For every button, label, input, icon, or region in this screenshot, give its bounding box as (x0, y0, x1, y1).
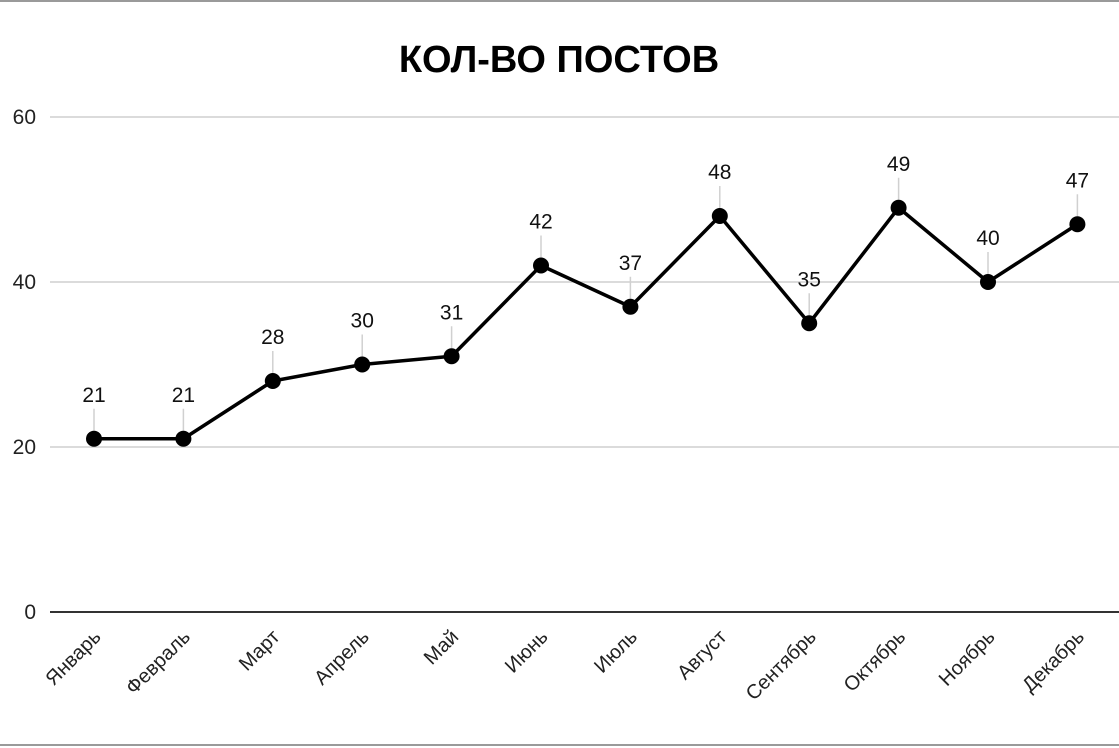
data-label: 42 (529, 211, 552, 234)
series-line (94, 206, 1079, 441)
data-point (264, 373, 281, 389)
data-label: 35 (798, 268, 821, 291)
gridlines (50, 116, 1119, 613)
data-point (890, 199, 907, 216)
data-label: 21 (172, 384, 195, 407)
x-tick-label: Октябрь (840, 626, 910, 696)
x-tick-label: Сентябрь (742, 626, 821, 705)
x-tick-label: Март (235, 626, 284, 675)
y-tick-label: 60 (13, 106, 36, 129)
data-label: 49 (887, 153, 910, 176)
data-point (443, 348, 460, 365)
x-tick-label: Декабрь (1018, 626, 1089, 697)
y-tick-label: 40 (13, 271, 36, 294)
data-label: 48 (708, 161, 731, 184)
series: 21 21 28 30 31 42 37 48 35 49 40 47 (82, 153, 1089, 447)
data-point (354, 356, 371, 373)
chart-title: КОЛ-ВО ПОСТОВ (399, 39, 719, 81)
data-point (801, 315, 818, 332)
x-tick-label: Ноябрь (935, 626, 1000, 691)
x-tick-label: Февраль (122, 626, 195, 699)
x-tick-label: Август (673, 626, 731, 684)
x-tick-label: Апрель (310, 626, 374, 690)
data-point (1069, 216, 1086, 233)
data-point (980, 274, 996, 290)
data-point (622, 298, 639, 315)
data-label: 21 (82, 384, 105, 407)
data-label: 30 (351, 310, 374, 333)
x-tick-label: Май (420, 626, 463, 669)
x-tick-label: Июль (590, 626, 642, 678)
y-tick-label: 0 (24, 601, 36, 624)
data-label: 31 (440, 301, 463, 324)
data-point (533, 257, 549, 274)
x-tick-label: Январь (41, 626, 105, 690)
data-point (86, 430, 102, 447)
data-label: 47 (1066, 169, 1089, 192)
data-point (175, 430, 192, 447)
x-tick-label: Июнь (501, 626, 553, 678)
data-point (711, 208, 728, 224)
y-tick-label: 20 (13, 436, 36, 459)
data-label: 28 (261, 326, 284, 349)
x-axis-ticks: Январь Февраль Март Апрель Май Июнь Июль Август… (41, 626, 1088, 705)
data-label: 40 (976, 227, 999, 250)
data-label: 37 (619, 252, 642, 275)
y-axis-ticks: 0 20 40 60 (13, 106, 36, 624)
